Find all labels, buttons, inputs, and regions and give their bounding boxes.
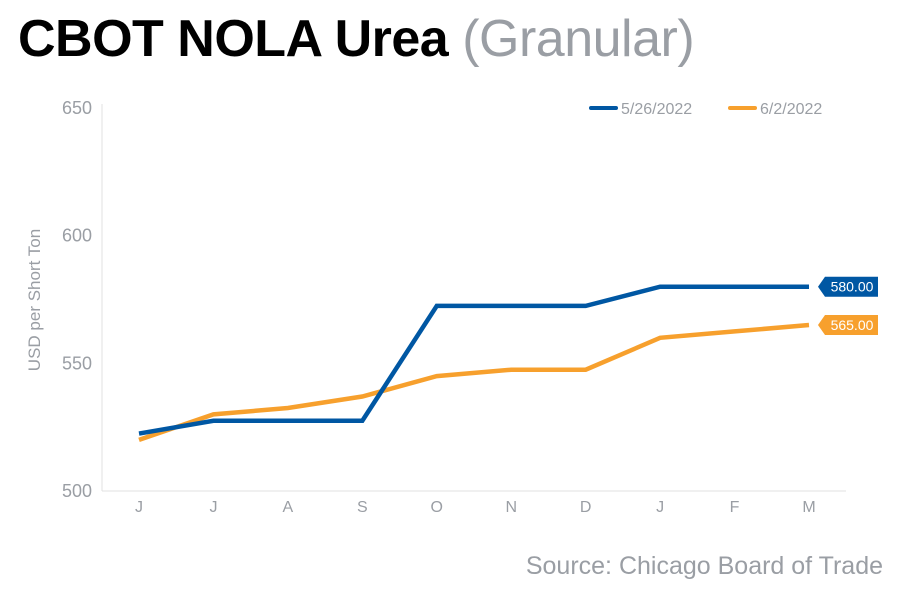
end-label-text-0: 580.00 bbox=[831, 279, 874, 295]
x-tick-label: A bbox=[283, 499, 294, 516]
x-tick-label: N bbox=[505, 499, 517, 516]
end-label-text-1: 565.00 bbox=[831, 317, 874, 333]
x-tick-label: M bbox=[802, 499, 815, 516]
y-tick-label: 650 bbox=[62, 98, 92, 118]
source-note: Source: Chicago Board of Trade bbox=[525, 552, 883, 580]
x-tick-label: J bbox=[135, 499, 143, 516]
x-tick-label: J bbox=[656, 499, 664, 516]
chart-title: CBOT NOLA Urea (Granular) bbox=[18, 4, 695, 74]
x-tick-label: J bbox=[209, 499, 217, 516]
legend-label-0: 5/26/2022 bbox=[621, 101, 692, 118]
series-line-0 bbox=[138, 284, 809, 436]
x-tick-label: D bbox=[580, 499, 592, 516]
x-tick-label: O bbox=[431, 499, 443, 516]
y-axis-label: USD per Short Ton bbox=[25, 229, 44, 371]
end-labels: 580.00 565.00 bbox=[818, 276, 878, 336]
series-lines bbox=[138, 284, 810, 443]
end-label-tag-0 bbox=[818, 276, 878, 297]
title-sub: (Granular) bbox=[462, 10, 695, 68]
y-ticks: 500 550 600 650 bbox=[62, 98, 92, 501]
end-label-tag-1 bbox=[818, 315, 878, 336]
legend-label-1: 6/2/2022 bbox=[760, 101, 822, 118]
x-tick-label: S bbox=[357, 499, 368, 516]
y-tick-label: 550 bbox=[62, 353, 92, 373]
title-main: CBOT NOLA Urea bbox=[18, 10, 449, 68]
y-tick-label: 600 bbox=[62, 226, 92, 246]
x-tick-label: F bbox=[730, 499, 740, 516]
y-tick-label: 500 bbox=[62, 481, 92, 501]
series-line-1 bbox=[138, 322, 810, 443]
legend: 5/26/2022 6/2/2022 bbox=[589, 101, 822, 118]
